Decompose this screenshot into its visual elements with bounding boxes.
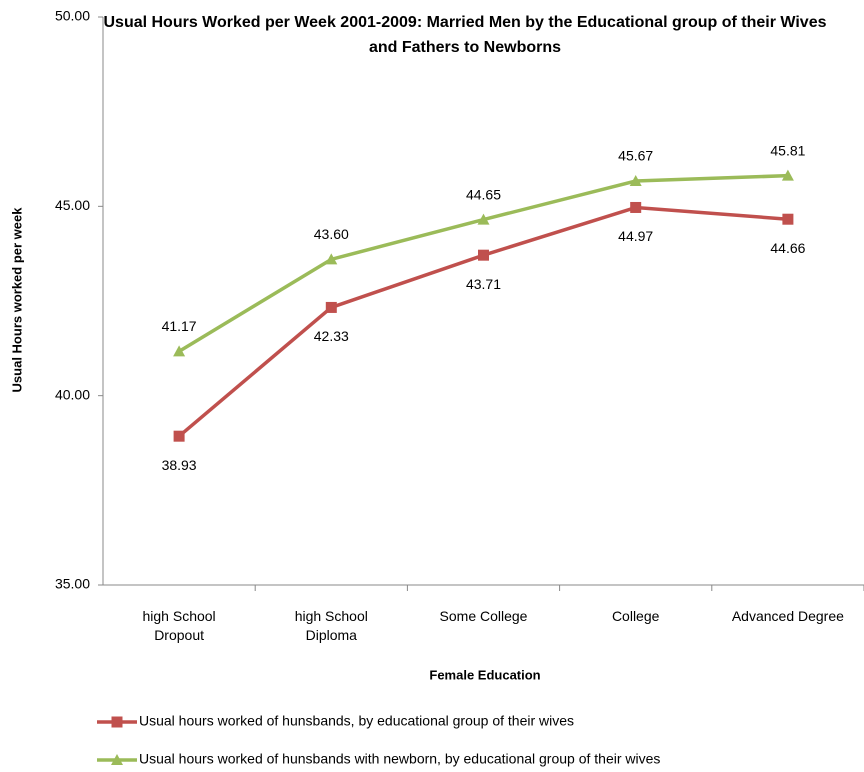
y-tick-label: 45.00 <box>55 197 90 213</box>
data-point <box>630 201 642 213</box>
data-label: 45.67 <box>618 148 653 164</box>
data-label: 44.97 <box>618 228 653 244</box>
series-line <box>177 205 789 438</box>
data-label: 41.17 <box>162 318 197 334</box>
data-point <box>325 253 338 265</box>
data-point <box>173 430 185 442</box>
legend-marker <box>111 716 123 728</box>
data-label: 45.81 <box>770 142 805 158</box>
data-point <box>173 345 186 357</box>
data-label: 44.65 <box>466 186 501 202</box>
y-tick-label: 35.00 <box>55 576 90 592</box>
x-tick-label: Advanced Degree <box>731 608 844 624</box>
data-point <box>781 169 794 181</box>
x-axis-title: Female Education <box>429 667 540 682</box>
data-label: 43.60 <box>314 226 349 242</box>
data-point <box>782 213 794 225</box>
data-label: 42.33 <box>314 328 349 344</box>
x-tick-label: high School Diploma <box>294 608 368 643</box>
y-tick-label: 50.00 <box>55 8 90 24</box>
data-point <box>478 249 489 261</box>
legend-marker <box>111 754 123 765</box>
data-label: 44.66 <box>770 240 805 256</box>
data-label: 38.93 <box>162 457 197 473</box>
x-tick-label: College <box>611 608 660 624</box>
y-axis-title: Usual Hours worked per week <box>9 207 24 393</box>
x-tick-label: high School Dropout <box>142 608 216 643</box>
data-point <box>477 213 490 225</box>
y-tick-label: 40.00 <box>55 386 90 402</box>
data-label: 43.71 <box>466 276 501 292</box>
data-point <box>629 174 642 186</box>
data-point <box>325 301 337 313</box>
x-tick-label: Some College <box>439 608 528 624</box>
legend-label: Usual hours worked of hunsbands with new… <box>139 751 660 767</box>
legend-label: Usual hours worked of hunsbands, by educ… <box>139 713 574 729</box>
chart-title: Usual Hours Worked per Week 2001-2009: M… <box>103 14 827 56</box>
